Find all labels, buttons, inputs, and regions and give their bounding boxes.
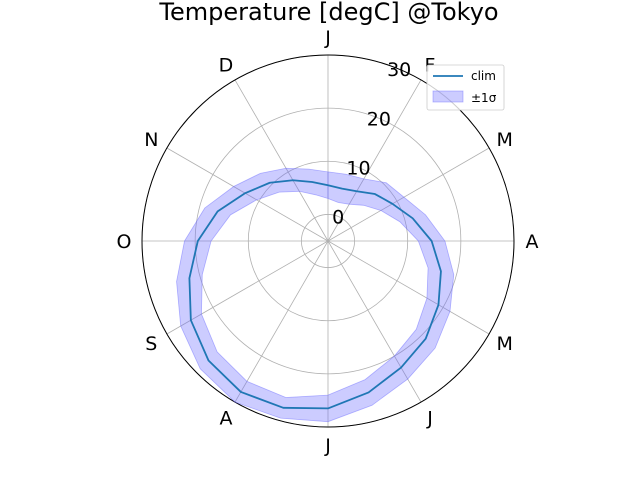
radial-tick-label: 30 (387, 59, 411, 81)
month-label: J (324, 27, 331, 49)
radial-gridline (301, 214, 355, 268)
legend: clim ±1σ (426, 64, 505, 111)
legend-band-swatch (432, 90, 464, 103)
month-label: A (526, 231, 539, 253)
radial-tick-label: 0 (332, 206, 344, 228)
angular-gridline (234, 79, 329, 242)
angular-gridline (234, 240, 329, 403)
radial-gridline (247, 160, 409, 322)
sigma-band-layer (176, 167, 455, 423)
clim-line (188, 179, 442, 410)
angular-gridline (166, 240, 329, 335)
radial-tick-label: 20 (367, 108, 391, 130)
sigma-band (176, 167, 455, 423)
polar-frame (141, 54, 515, 428)
polar-grid (141, 54, 515, 428)
angular-gridline (327, 79, 422, 242)
angular-gridline (166, 147, 329, 242)
month-label: J (324, 435, 331, 457)
angular-gridline (327, 147, 490, 242)
month-label: J (426, 408, 433, 430)
legend-clim-label: clim (471, 69, 496, 83)
chart-title: Temperature [degC] @Tokyo (158, 0, 498, 26)
clim-line-layer (188, 179, 442, 410)
month-label: N (144, 129, 158, 151)
month-label: A (220, 408, 233, 430)
month-label: M (496, 333, 512, 355)
radial-tick-label: 10 (346, 157, 370, 179)
month-label: O (117, 231, 132, 253)
angular-gridline (327, 240, 422, 403)
month-label: M (496, 129, 512, 151)
legend-band-label: ±1σ (471, 91, 497, 105)
radial-tick-labels: 0 10 20 30 (332, 59, 411, 228)
month-label: D (219, 54, 234, 76)
angular-gridline (327, 240, 490, 335)
radial-gridline (194, 107, 462, 375)
month-label: S (145, 333, 157, 355)
